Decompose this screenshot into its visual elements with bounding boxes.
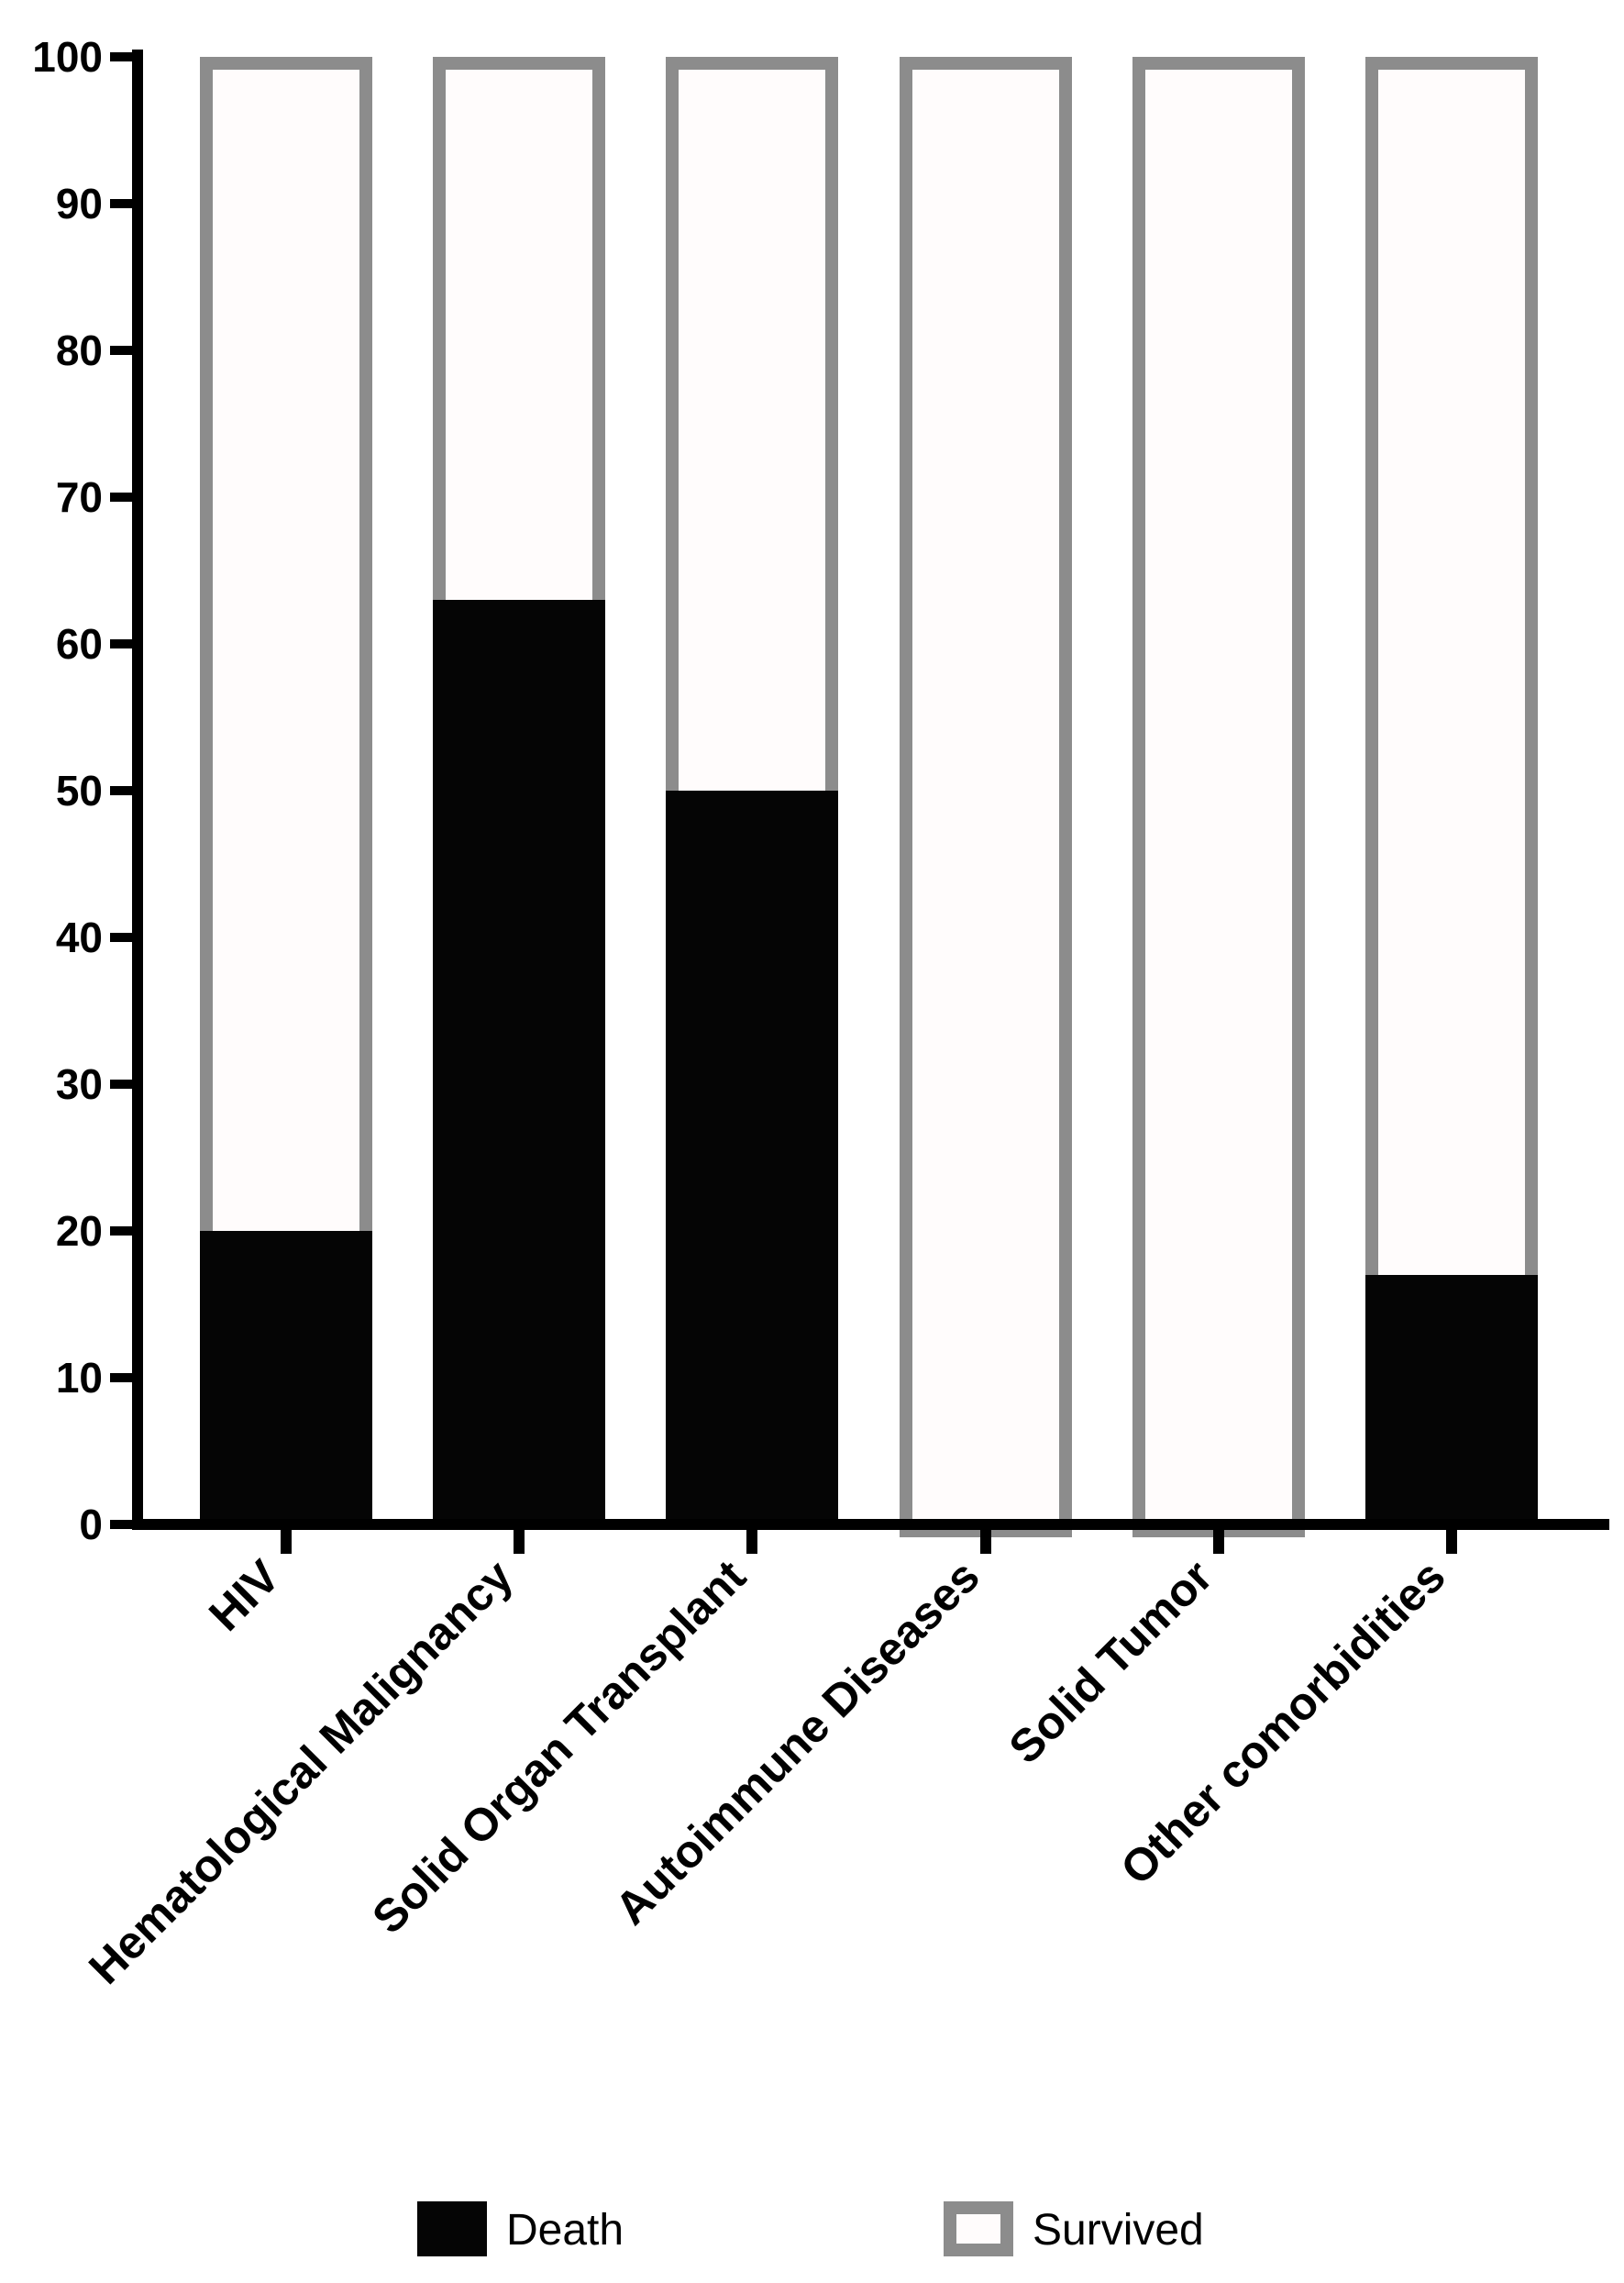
y-tick-label: 80 xyxy=(56,327,103,374)
bar-survived-4 xyxy=(900,57,1072,1537)
x-category-label: Solid Organ Transplant xyxy=(362,1550,756,1944)
x-category-label: HIV xyxy=(199,1550,290,1641)
y-tick-label: 90 xyxy=(56,180,103,227)
bar-survived-6 xyxy=(1365,57,1538,1288)
bar-death-6 xyxy=(1365,1275,1538,1524)
y-tick-label: 20 xyxy=(56,1207,103,1255)
bar-death-3 xyxy=(666,791,838,1524)
bar-survived-1 xyxy=(200,57,372,1244)
legend-swatch-survived xyxy=(944,2201,1013,2256)
bar-survived-2 xyxy=(433,57,605,613)
y-tick-label: 60 xyxy=(56,620,103,668)
legend-swatch-death xyxy=(417,2201,487,2256)
y-tick-label: 50 xyxy=(56,767,103,815)
legend-label-survived: Survived xyxy=(1033,2206,1204,2255)
bar-death-2 xyxy=(433,600,605,1524)
legend: Death Survived xyxy=(417,2201,1204,2256)
y-tick-label: 10 xyxy=(56,1354,103,1402)
y-tick-label: 0 xyxy=(79,1501,103,1548)
bars-layer xyxy=(200,57,1538,1537)
y-tick-label: 100 xyxy=(32,33,103,81)
y-tick-label: 70 xyxy=(56,473,103,521)
y-tick-label: 30 xyxy=(56,1060,103,1108)
legend-label-death: Death xyxy=(506,2206,624,2255)
bar-survived-5 xyxy=(1132,57,1305,1537)
bar-death-1 xyxy=(200,1231,372,1524)
bar-survived-3 xyxy=(666,57,838,803)
y-tick-label: 40 xyxy=(56,914,103,961)
x-category-label: Hematological Malignancy xyxy=(79,1550,523,1994)
x-category-label: Solid Tumor xyxy=(1000,1550,1222,1773)
